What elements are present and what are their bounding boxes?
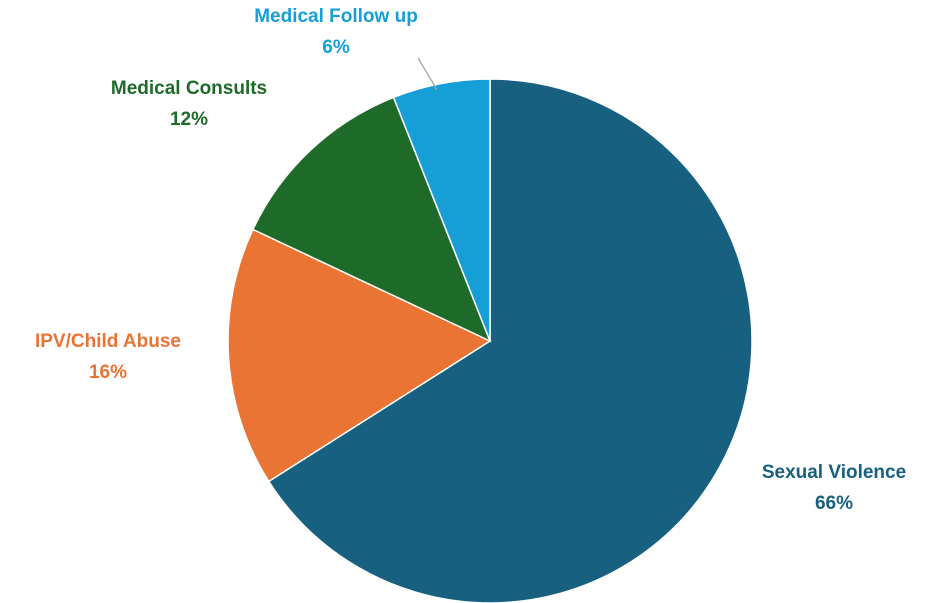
slice-medical-consults <box>251 96 492 343</box>
pie-slices <box>227 78 753 603</box>
data-label-category: Sexual Violence <box>762 462 906 483</box>
slice-labels: Sexual Violence 66% IPV/Child Abuse 16% Medi… <box>35 6 906 514</box>
data-label-category: Medical Consults <box>111 78 267 99</box>
data-label-value: 12% <box>170 109 208 130</box>
data-label-value: 6% <box>322 37 350 58</box>
leader-line-medical-follow-up <box>417 57 438 90</box>
slice-medical-follow-up <box>392 78 491 342</box>
leader-lines <box>417 57 438 90</box>
data-label-medical-follow-up: Medical Follow up 6% <box>254 6 418 58</box>
data-label-value: 66% <box>815 493 853 514</box>
slice-ipv-child-abuse <box>227 228 492 483</box>
data-label-category: IPV/Child Abuse <box>35 331 181 352</box>
data-label-medical-consults: Medical Consults 12% <box>111 78 267 130</box>
data-label-value: 16% <box>89 362 127 383</box>
data-label-category: Medical Follow up <box>254 6 418 27</box>
data-label-ipv-child-abuse: IPV/Child Abuse 16% <box>35 331 181 383</box>
slice-sexual-violence <box>267 78 753 603</box>
data-label-sexual-violence: Sexual Violence 66% <box>762 462 906 514</box>
